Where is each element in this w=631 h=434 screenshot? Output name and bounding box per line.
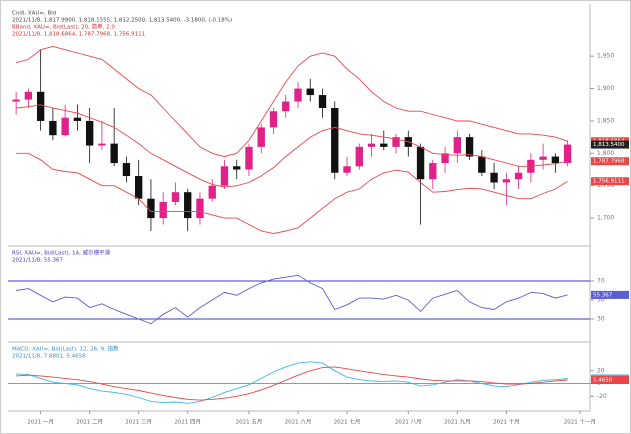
- candle-body: [73, 117, 82, 121]
- rsi-title: RSI, XAU=, Bid(Last), 14, 威尔德平滑: [12, 249, 111, 257]
- candle-body: [294, 88, 302, 102]
- rsi-subtitle: 2021/11/8, 55.367: [12, 258, 63, 264]
- candle-body: [233, 166, 241, 170]
- candle-body: [135, 176, 143, 199]
- y-tick-label: 30: [597, 316, 605, 323]
- series-line: [16, 274, 568, 325]
- candle-body: [85, 120, 94, 146]
- candle-body: [453, 137, 461, 154]
- candle-body: [282, 101, 290, 112]
- x-tick-label: 2021 一月: [27, 419, 54, 426]
- last-value-tag: [591, 177, 629, 186]
- candle-body: [306, 88, 314, 96]
- subtitle: 2021/11/8, 1,817.9900, 1,818.1555, 1,812…: [12, 18, 232, 24]
- series-line: [16, 104, 568, 188]
- macd-title: MACD, XAU=, Bid(Last), 12, 26, 9, 指数: [12, 345, 119, 353]
- x-tick-label: 2021 十月: [493, 418, 520, 426]
- candle-body: [514, 172, 523, 180]
- last-price-tag: [591, 140, 629, 149]
- candle-body: [331, 108, 339, 173]
- y-tick-label: 70: [597, 278, 605, 285]
- series-line: [16, 361, 568, 404]
- band-title: BBand, XAU=, Bid(Last), 20, 简单, 2.0: [12, 23, 115, 31]
- x-tick-label: 2021 七月: [334, 418, 361, 426]
- candle-body: [171, 192, 180, 202]
- candle-body: [539, 156, 547, 160]
- candle-body: [159, 201, 167, 219]
- candle-body: [220, 166, 229, 186]
- last-value-label: 1,787.7968: [593, 159, 625, 165]
- y-tick-label: 1,850: [597, 117, 614, 124]
- candle-body: [269, 111, 278, 128]
- y-tick-label: -20: [597, 393, 607, 400]
- candle-body: [502, 179, 511, 183]
- y-tick-label: 1,800: [597, 150, 614, 157]
- x-tick-label: 2021 二月: [76, 419, 103, 426]
- y-tick-label: 1,750: [597, 182, 614, 189]
- last-value-label: 1,756.9111: [593, 179, 625, 185]
- candle-body: [380, 143, 388, 147]
- candle-body: [478, 156, 486, 173]
- series-line: [16, 366, 568, 401]
- candle-body: [318, 95, 327, 108]
- candle-body: [429, 163, 437, 180]
- x-tick-label: 2021 八月: [395, 419, 422, 426]
- candle-body: [147, 198, 155, 219]
- candle-body: [110, 143, 118, 164]
- x-tick-label: 2021 三月: [125, 419, 152, 426]
- last-value-label: 55.367: [593, 292, 613, 298]
- macd-subtitle: 2021/11/8, 7.8801, 5.4658: [12, 354, 86, 360]
- last-price-label: 1,813.5400: [593, 142, 625, 148]
- candle-body: [24, 91, 33, 100]
- y-tick-label: 1,700: [597, 215, 614, 222]
- candle-body: [208, 185, 216, 199]
- candle-body: [343, 166, 351, 173]
- candle-body: [245, 146, 253, 170]
- candle-body: [355, 146, 363, 167]
- y-tick-label: 1,900: [597, 85, 614, 92]
- candle-body: [367, 143, 376, 147]
- candle-body: [392, 137, 400, 147]
- band-subtitle: 2021/11/8, 1,818.6864, 1,787.7968, 1,756…: [12, 32, 145, 38]
- candle-body: [490, 172, 498, 183]
- candle-body: [36, 91, 45, 121]
- candle-body: [441, 153, 449, 164]
- candle-body: [416, 146, 425, 180]
- x-tick-label: 2021 十一月: [564, 418, 596, 426]
- candle-body: [551, 156, 560, 164]
- last-value-tag: [591, 290, 629, 299]
- last-value-label: 5.4658: [593, 378, 613, 384]
- y-tick-label: 50: [597, 297, 605, 304]
- series-line: [16, 152, 568, 235]
- x-tick-label: 2021 四月: [174, 419, 201, 426]
- x-tick-label: 2021 九月: [444, 418, 471, 426]
- candle-body: [98, 143, 106, 146]
- x-tick-label: 2021 六月: [285, 418, 312, 426]
- series-line: [15, 46, 568, 158]
- candle-body: [12, 99, 20, 102]
- candle-body: [49, 120, 57, 136]
- candle-body: [122, 163, 131, 176]
- title: Cndl, XAU=, Bid: [12, 11, 56, 17]
- candle-body: [563, 144, 572, 164]
- last-value-tag: [591, 376, 629, 385]
- candle-body: [465, 137, 474, 157]
- y-tick-label: 20: [597, 367, 605, 374]
- candle-body: [61, 117, 69, 136]
- y-tick-label: 1,950: [597, 53, 614, 60]
- last-value-tag: [591, 157, 629, 166]
- candle-body: [184, 192, 192, 219]
- candle-body: [196, 198, 204, 219]
- candle-body: [257, 127, 265, 147]
- x-tick-label: 2021 五月: [236, 419, 263, 426]
